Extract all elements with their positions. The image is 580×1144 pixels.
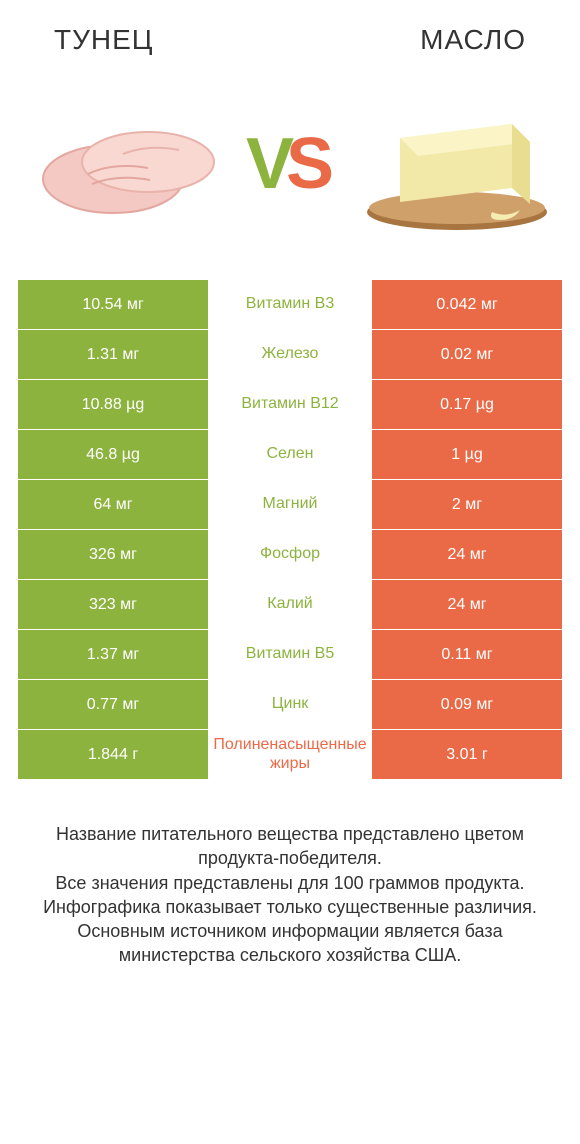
table-row: 326 мгФосфор24 мг: [18, 530, 562, 580]
nutrient-label: Цинк: [208, 680, 372, 730]
value-left: 1.31 мг: [18, 330, 208, 380]
value-right: 3.01 г: [372, 730, 562, 780]
value-left: 1.37 мг: [18, 630, 208, 680]
table-row: 64 мгМагний2 мг: [18, 480, 562, 530]
nutrient-label: Калий: [208, 580, 372, 630]
value-left: 0.77 мг: [18, 680, 208, 730]
footnote-line: Инфографика показывает только существенн…: [26, 895, 554, 919]
table-row: 1.31 мгЖелезо0.02 мг: [18, 330, 562, 380]
value-right: 0.02 мг: [372, 330, 562, 380]
nutrient-label: Железо: [208, 330, 372, 380]
footnote-line: Все значения представлены для 100 граммо…: [26, 871, 554, 895]
value-right: 24 мг: [372, 580, 562, 630]
product-titles: Тунец Масло: [18, 24, 562, 56]
table-row: 323 мгКалий24 мг: [18, 580, 562, 630]
product-title-right: Масло: [420, 24, 526, 56]
nutrient-label: Витамин B12: [208, 380, 372, 430]
value-right: 1 µg: [372, 430, 562, 480]
nutrient-label: Фосфор: [208, 530, 372, 580]
table-row: 10.88 µgВитамин B120.17 µg: [18, 380, 562, 430]
comparison-infographic: Тунец Масло V S: [0, 0, 580, 1000]
value-left: 10.88 µg: [18, 380, 208, 430]
table-row: 10.54 мгВитамин B30.042 мг: [18, 280, 562, 330]
value-left: 46.8 µg: [18, 430, 208, 480]
product-image-right: [342, 84, 552, 244]
table-row: 1.37 мгВитамин B50.11 мг: [18, 630, 562, 680]
value-right: 0.042 мг: [372, 280, 562, 330]
nutrient-label: Витамин B5: [208, 630, 372, 680]
value-left: 1.844 г: [18, 730, 208, 780]
nutrient-label: Магний: [208, 480, 372, 530]
nutrient-label: Витамин B3: [208, 280, 372, 330]
product-image-left: [28, 84, 238, 244]
value-right: 0.09 мг: [372, 680, 562, 730]
footnote-line: Название питательного вещества представл…: [26, 822, 554, 871]
value-left: 323 мг: [18, 580, 208, 630]
nutrient-label: Полиненасыщенные жиры: [208, 730, 372, 780]
value-left: 10.54 мг: [18, 280, 208, 330]
product-title-left: Тунец: [54, 24, 154, 56]
table-row: 0.77 мгЦинк0.09 мг: [18, 680, 562, 730]
hero-row: V S: [18, 84, 562, 244]
value-right: 0.17 µg: [372, 380, 562, 430]
footnote-line: Основным источником информации является …: [26, 919, 554, 968]
table-row: 1.844 гПолиненасыщенные жиры3.01 г: [18, 730, 562, 780]
value-left: 326 мг: [18, 530, 208, 580]
value-right: 0.11 мг: [372, 630, 562, 680]
table-row: 46.8 µgСелен1 µg: [18, 430, 562, 480]
comparison-table: 10.54 мгВитамин B30.042 мг1.31 мгЖелезо0…: [18, 280, 562, 780]
value-right: 2 мг: [372, 480, 562, 530]
nutrient-label: Селен: [208, 430, 372, 480]
vs-label: V S: [246, 128, 334, 200]
vs-s: S: [286, 128, 334, 200]
value-left: 64 мг: [18, 480, 208, 530]
footnote: Название питательного вещества представл…: [18, 822, 562, 968]
value-right: 24 мг: [372, 530, 562, 580]
